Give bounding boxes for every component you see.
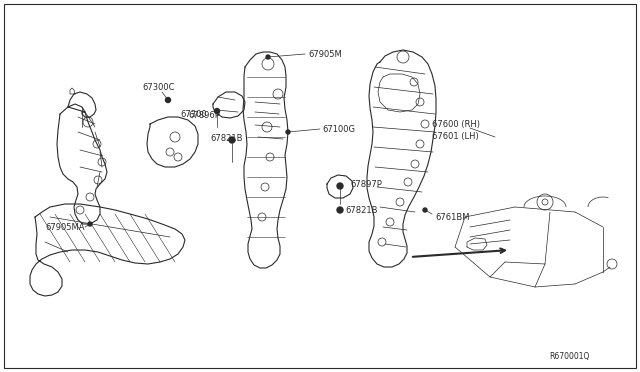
Text: 67601 (LH): 67601 (LH) bbox=[432, 131, 479, 141]
Circle shape bbox=[214, 109, 220, 113]
Circle shape bbox=[229, 137, 235, 143]
Text: 67897P: 67897P bbox=[350, 180, 382, 189]
Circle shape bbox=[88, 222, 92, 226]
Text: 67905MA: 67905MA bbox=[45, 222, 84, 231]
Text: 67821B: 67821B bbox=[345, 205, 378, 215]
Text: 67100G: 67100G bbox=[322, 125, 355, 134]
Text: 67905M: 67905M bbox=[308, 49, 342, 58]
Circle shape bbox=[166, 97, 170, 103]
Text: R670001Q: R670001Q bbox=[550, 353, 590, 362]
Text: 67600 (RH): 67600 (RH) bbox=[432, 119, 480, 128]
Circle shape bbox=[286, 130, 290, 134]
Circle shape bbox=[423, 208, 427, 212]
Text: 6761BM: 6761BM bbox=[435, 212, 470, 221]
Text: 67821B: 67821B bbox=[210, 134, 243, 142]
Text: 67896P: 67896P bbox=[188, 110, 220, 119]
Circle shape bbox=[266, 55, 270, 59]
Circle shape bbox=[337, 183, 343, 189]
Circle shape bbox=[337, 207, 343, 213]
Text: 67300: 67300 bbox=[180, 109, 207, 119]
Text: 67300C: 67300C bbox=[142, 83, 175, 92]
